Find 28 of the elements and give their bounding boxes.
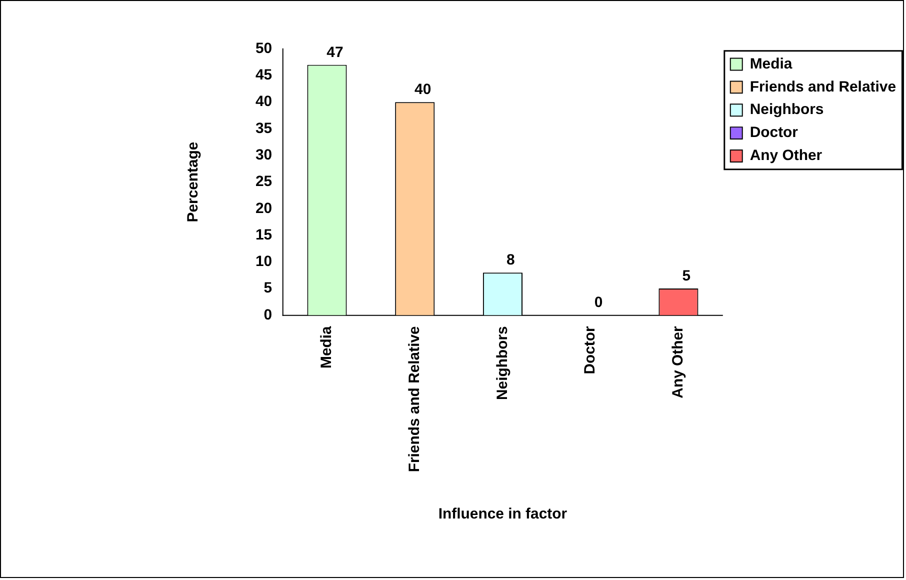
x-tick-label: Doctor bbox=[582, 326, 599, 374]
legend-label: Friends and Relative bbox=[750, 78, 896, 96]
data-label: 0 bbox=[594, 294, 603, 312]
x-tick-label: Friends and Relative bbox=[406, 326, 423, 472]
legend-label: Neighbors bbox=[750, 101, 824, 118]
legend-label: Doctor bbox=[750, 124, 798, 142]
legend-label: Any Other bbox=[750, 147, 822, 164]
y-tick-label: 35 bbox=[255, 120, 272, 137]
y-tick-label: 30 bbox=[255, 146, 272, 164]
y-tick-label: 50 bbox=[255, 40, 272, 57]
x-tick-label: Any Other bbox=[670, 326, 687, 398]
y-tick-label: 40 bbox=[255, 93, 272, 110]
data-label: 8 bbox=[506, 252, 515, 269]
data-label: 5 bbox=[682, 268, 691, 285]
y-tick-label: 5 bbox=[264, 280, 272, 297]
y-tick-label: 0 bbox=[264, 306, 272, 324]
y-tick-label: 10 bbox=[255, 253, 272, 270]
x-tick-label: Neighbors bbox=[494, 326, 511, 400]
x-tick-label: Media bbox=[318, 325, 336, 368]
data-label: 40 bbox=[414, 81, 432, 98]
y-tick-label: 25 bbox=[255, 173, 272, 190]
legend-label: Media bbox=[750, 55, 793, 72]
y-tick-label: 20 bbox=[255, 200, 272, 217]
y-tick-label: 45 bbox=[255, 66, 272, 84]
y-axis-title: Percentage bbox=[184, 142, 202, 222]
y-tick-label: 15 bbox=[255, 226, 272, 244]
data-label: 47 bbox=[326, 44, 344, 61]
x-axis-title: Influence in factor bbox=[438, 505, 568, 522]
